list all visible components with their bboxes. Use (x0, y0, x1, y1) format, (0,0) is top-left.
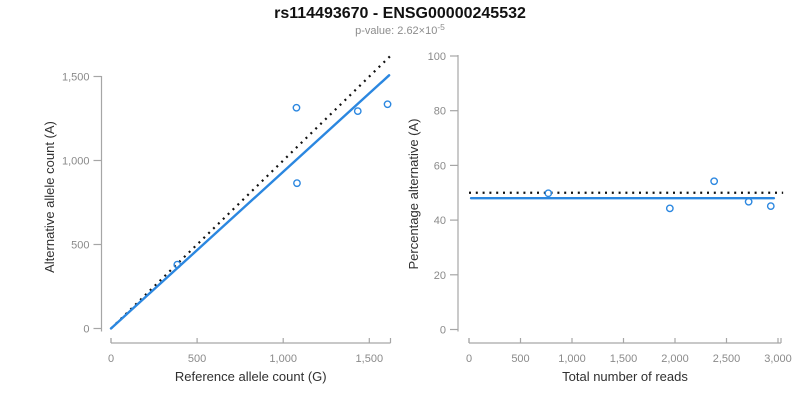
data-point (766, 202, 775, 211)
x-tick-label: 0 (466, 353, 472, 365)
y-tick-label: 0 (440, 325, 446, 337)
x-tick-label: 1,000 (269, 353, 297, 365)
x-tick-label: 0 (108, 353, 114, 365)
data-point (383, 100, 392, 109)
x-tick-label: 1,500 (356, 353, 384, 365)
x-axis-title: Total number of reads (562, 369, 688, 384)
x-tick-label: 1,000 (558, 353, 586, 365)
x-tick-label: 2,500 (713, 353, 741, 365)
data-point (353, 107, 362, 116)
plot-subtitle: p-value: 2.62×10-5 (355, 22, 445, 37)
y-tick-label: 500 (71, 240, 89, 252)
data-point (544, 189, 553, 198)
x-tick-label: 500 (188, 353, 206, 365)
data-point (293, 179, 301, 188)
data-point (665, 204, 674, 213)
x-tick-label: 2,000 (661, 353, 689, 365)
y-tick-label: 40 (434, 215, 446, 227)
x-tick-label: 1,500 (610, 353, 638, 365)
y-tick-label: 100 (428, 51, 446, 63)
y-tick-label: 1,000 (62, 156, 90, 168)
expected-50-50-line (110, 55, 391, 330)
panel-percentage-vs-reads: 0 20 40 60 80 100 0 500 1,000 1,500 2,000 2,500 3,00… (406, 51, 792, 384)
y-axis-title: Percentage alternative (A) (406, 118, 421, 269)
y-tick-label: 0 (83, 324, 89, 336)
y-axis-title: Alternative allele count (A) (42, 121, 57, 273)
panel-allele-counts: 0 500 1,000 1,500 0 500 1,000 1,500 Reference al… (42, 55, 392, 384)
x-axis-title: Reference allele count (G) (175, 369, 327, 384)
data-point (744, 197, 753, 206)
x-tick-label: 500 (511, 353, 529, 365)
y-tick-label: 60 (434, 160, 446, 172)
data-point (292, 103, 301, 112)
pvalue-exponent: -5 (437, 22, 445, 32)
y-tick-label: 80 (434, 106, 446, 118)
plot-title: rs114493670 - ENSG00000245532 (274, 5, 526, 22)
fitted-line (109, 74, 391, 330)
x-tick-label: 3,000 (764, 353, 792, 365)
pvalue-text: p-value: 2.62×10 (355, 25, 437, 37)
data-point (710, 177, 719, 186)
y-tick-label: 1,500 (62, 72, 90, 84)
y-tick-label: 20 (434, 270, 446, 282)
